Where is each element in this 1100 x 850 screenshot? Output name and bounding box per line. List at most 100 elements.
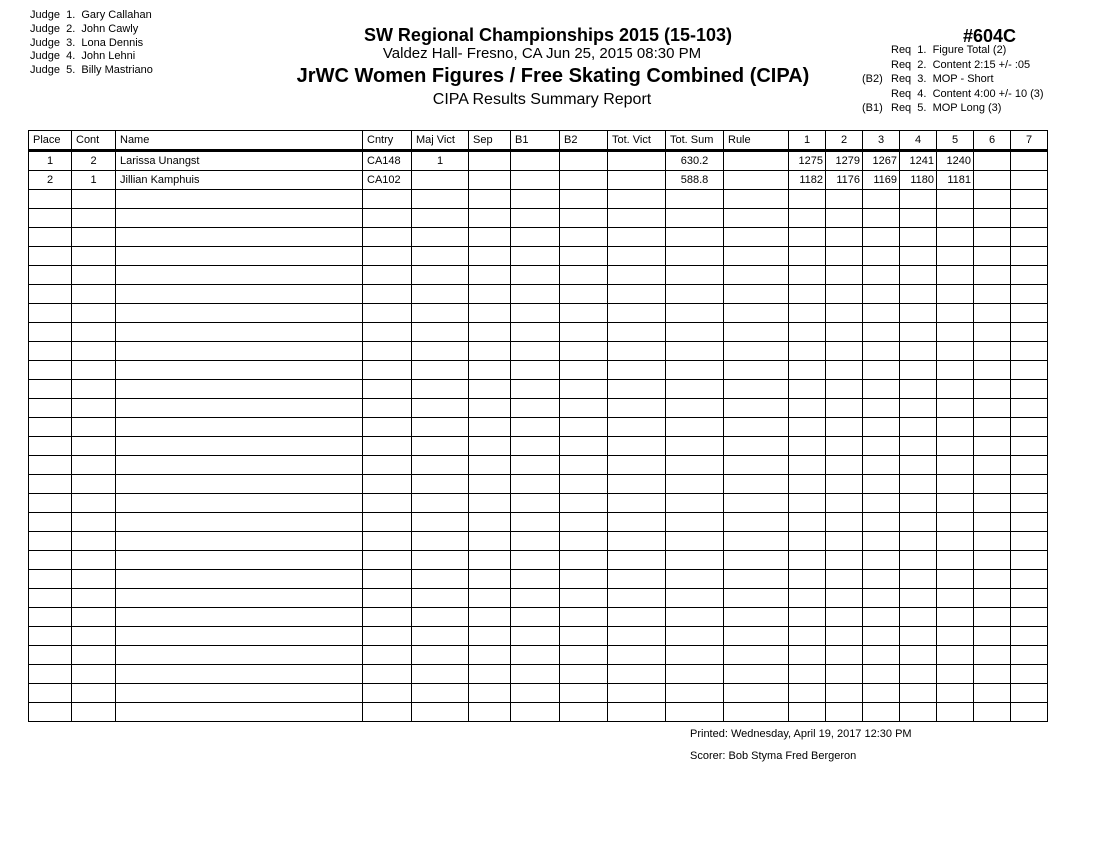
table-cell	[973, 493, 1011, 513]
table-cell	[115, 588, 363, 608]
table-cell	[607, 246, 666, 266]
printed-date: Printed: Wednesday, April 19, 2017 12:30…	[690, 728, 912, 740]
table-cell	[825, 455, 863, 475]
table-row	[28, 512, 1048, 532]
table-cell	[973, 607, 1011, 627]
table-cell	[973, 569, 1011, 589]
table-cell	[1010, 588, 1048, 608]
table-cell	[1010, 436, 1048, 456]
table-cell	[862, 303, 900, 323]
table-cell	[607, 550, 666, 570]
table-cell	[862, 664, 900, 684]
table-cell	[936, 588, 974, 608]
table-cell	[788, 569, 826, 589]
table-cell	[825, 550, 863, 570]
table-cell	[1010, 150, 1048, 171]
table-row	[28, 265, 1048, 285]
table-cell	[665, 493, 724, 513]
table-cell	[788, 664, 826, 684]
table-cell	[468, 550, 511, 570]
table-cell	[899, 208, 937, 228]
table-cell	[788, 341, 826, 361]
table-cell	[607, 150, 666, 171]
table-cell	[607, 702, 666, 722]
table-cell	[825, 360, 863, 380]
table-cell	[71, 398, 116, 418]
table-cell	[468, 265, 511, 285]
table-cell	[936, 379, 974, 399]
table-cell	[362, 284, 412, 304]
table-cell	[510, 550, 560, 570]
table-cell	[862, 588, 900, 608]
table-cell	[468, 208, 511, 228]
table-cell	[723, 664, 789, 684]
table-cell	[788, 265, 826, 285]
table-cell	[723, 493, 789, 513]
table-cell	[825, 379, 863, 399]
table-cell	[71, 436, 116, 456]
table-cell	[936, 626, 974, 646]
table-cell	[862, 341, 900, 361]
table-cell: 1241	[899, 150, 937, 171]
table-cell	[825, 284, 863, 304]
table-cell	[607, 626, 666, 646]
table-cell	[510, 512, 560, 532]
table-cell	[411, 702, 469, 722]
table-cell	[607, 645, 666, 665]
table-cell	[973, 322, 1011, 342]
table-row	[28, 417, 1048, 437]
table-cell: Larissa Unangst	[115, 150, 363, 171]
table-cell	[71, 189, 116, 209]
table-cell	[28, 379, 72, 399]
table-cell	[559, 645, 608, 665]
table-row	[28, 208, 1048, 228]
table-cell	[559, 322, 608, 342]
table-cell	[973, 664, 1011, 684]
table-cell	[71, 417, 116, 437]
table-cell	[607, 436, 666, 456]
table-cell	[665, 607, 724, 627]
table-cell	[862, 607, 900, 627]
venue-date: Valdez Hall- Fresno, CA Jun 25, 2015 08:…	[382, 45, 702, 62]
requirements-list: Req 1. Figure Total (2) Req 2. Content 2…	[862, 43, 1044, 116]
table-cell	[115, 626, 363, 646]
table-cell	[411, 683, 469, 703]
table-cell	[899, 455, 937, 475]
table-cell: 1	[411, 150, 469, 171]
table-cell	[468, 150, 511, 171]
requirement: Req 2. Content 2:15 +/- :05	[891, 58, 1031, 71]
table-cell	[28, 398, 72, 418]
table-cell	[825, 303, 863, 323]
table-cell	[411, 645, 469, 665]
table-cell	[510, 208, 560, 228]
table-cell	[1010, 474, 1048, 494]
table-row	[28, 474, 1048, 494]
table-cell	[899, 284, 937, 304]
table-cell	[468, 379, 511, 399]
table-cell	[28, 550, 72, 570]
table-cell	[607, 531, 666, 551]
table-cell	[411, 284, 469, 304]
table-cell	[665, 474, 724, 494]
table-cell	[1010, 170, 1048, 190]
table-cell	[411, 265, 469, 285]
table-cell	[607, 417, 666, 437]
table-cell	[510, 702, 560, 722]
table-cell	[559, 227, 608, 247]
table-cell	[788, 645, 826, 665]
table-cell	[665, 246, 724, 266]
requirement: (B1) Req 5. MOP Long (3)	[862, 102, 1002, 114]
scorer: Scorer: Bob Styma Fred Bergeron	[690, 750, 857, 762]
table-cell	[1010, 493, 1048, 513]
table-cell	[468, 626, 511, 646]
results-table: Place Cont Name Cntry Maj Vict Sep B1 B2 Tot. Vi…	[28, 130, 1048, 722]
table-cell: 1182	[788, 170, 826, 190]
table-cell	[723, 702, 789, 722]
table-cell	[973, 284, 1011, 304]
table-cell	[862, 246, 900, 266]
table-cell	[115, 664, 363, 684]
table-cell	[362, 512, 412, 532]
table-cell	[899, 379, 937, 399]
table-cell	[788, 455, 826, 475]
table-cell	[28, 626, 72, 646]
